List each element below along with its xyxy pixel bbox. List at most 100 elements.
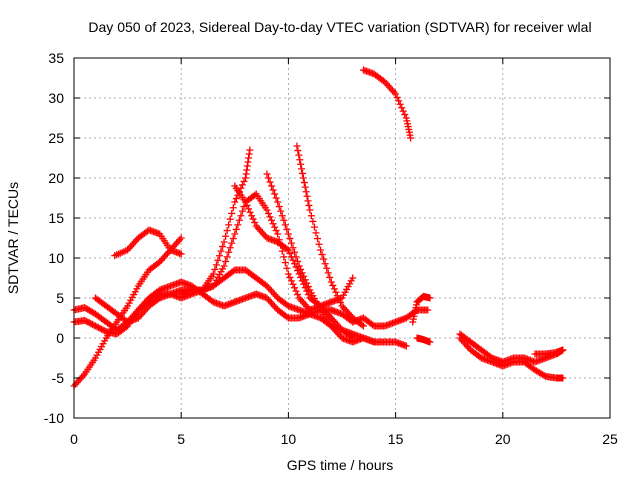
data-point (329, 281, 337, 289)
data-point (291, 284, 299, 292)
data-point (289, 280, 297, 288)
y-tick-label: 15 (48, 210, 64, 226)
data-point (235, 216, 243, 224)
data-point (300, 280, 308, 288)
y-tick-label: -5 (52, 370, 65, 386)
data-point (251, 219, 259, 227)
data-point (332, 288, 340, 296)
chart-title: Day 050 of 2023, Sidereal Day-to-day VTE… (88, 19, 591, 35)
data-point (237, 212, 245, 220)
y-tick-label: 0 (56, 330, 64, 346)
x-axis-ticks: 0 5 10 15 20 25 (70, 58, 618, 447)
data-point (392, 90, 400, 98)
data-point (303, 192, 311, 200)
data-point (393, 93, 401, 101)
series-track-14 (456, 334, 567, 382)
data-point (266, 178, 274, 186)
data-point (219, 243, 227, 251)
data-point (333, 292, 341, 300)
y-tick-label: 10 (48, 250, 64, 266)
data-point (295, 262, 303, 270)
data-point (424, 306, 432, 314)
data-point (407, 134, 415, 142)
data-point (246, 208, 254, 216)
data-point (305, 201, 313, 209)
data-point (266, 213, 274, 221)
y-axis-label: SDTVAR / TECUs (5, 182, 21, 294)
data-point (426, 338, 434, 346)
data-point (269, 186, 277, 194)
data-point (284, 270, 292, 278)
data-point (268, 182, 276, 190)
y-tick-label: 25 (48, 130, 64, 146)
data-point (274, 198, 282, 206)
series-track-7 (231, 182, 357, 342)
data-point (399, 107, 407, 115)
data-point (263, 170, 271, 178)
data-point (370, 338, 378, 346)
data-point (242, 198, 250, 206)
data-point (223, 227, 231, 235)
data-point (286, 249, 294, 257)
data-point (287, 239, 295, 247)
data-point (300, 179, 308, 187)
data-point (323, 264, 331, 272)
grid (74, 58, 610, 418)
data-point (90, 321, 98, 329)
x-tick-label: 15 (388, 431, 404, 447)
x-tick-label: 5 (177, 431, 185, 447)
data-point (321, 260, 329, 268)
data-point (336, 299, 344, 307)
data-point (335, 295, 343, 303)
data-point (301, 284, 309, 292)
data-point (303, 287, 311, 295)
data-point (298, 277, 306, 285)
data-point (312, 229, 320, 237)
data-point (349, 274, 357, 282)
data-point (287, 277, 295, 285)
data-point (304, 197, 312, 205)
data-point (294, 257, 302, 265)
data-point (96, 324, 104, 332)
data-point (289, 244, 297, 252)
data-point (289, 256, 297, 264)
data-point (269, 220, 277, 228)
data-point (122, 323, 130, 331)
series-track-12 (413, 334, 434, 346)
data-series (70, 66, 567, 390)
y-tick-label: 20 (48, 170, 64, 186)
data-point (222, 257, 230, 265)
series-track-15 (531, 346, 567, 358)
data-point (271, 190, 279, 198)
data-point (226, 215, 234, 223)
data-point (268, 216, 276, 224)
data-point (283, 264, 291, 272)
data-point (85, 319, 93, 327)
data-point (275, 203, 283, 211)
x-tick-label: 25 (602, 431, 618, 447)
y-axis-ticks: -10 -5 0 5 10 15 20 25 30 35 (44, 50, 610, 426)
data-point (231, 230, 239, 238)
data-point (264, 209, 272, 217)
data-point (286, 235, 294, 243)
data-point (395, 97, 403, 105)
data-point (315, 240, 323, 248)
data-point (426, 294, 434, 302)
series-track-8 (263, 170, 378, 346)
y-tick-label: -10 (44, 410, 64, 426)
data-point (396, 100, 404, 108)
data-point (297, 265, 305, 273)
data-point (214, 256, 222, 264)
data-point (82, 317, 90, 325)
data-point (232, 195, 240, 203)
data-point (222, 232, 230, 240)
data-point (223, 253, 231, 261)
data-point (271, 223, 279, 231)
data-point (277, 207, 285, 215)
data-point (217, 247, 225, 255)
data-point (81, 316, 89, 324)
data-point (299, 174, 307, 182)
data-point (296, 156, 304, 164)
data-point (320, 255, 328, 263)
data-point (251, 191, 259, 199)
